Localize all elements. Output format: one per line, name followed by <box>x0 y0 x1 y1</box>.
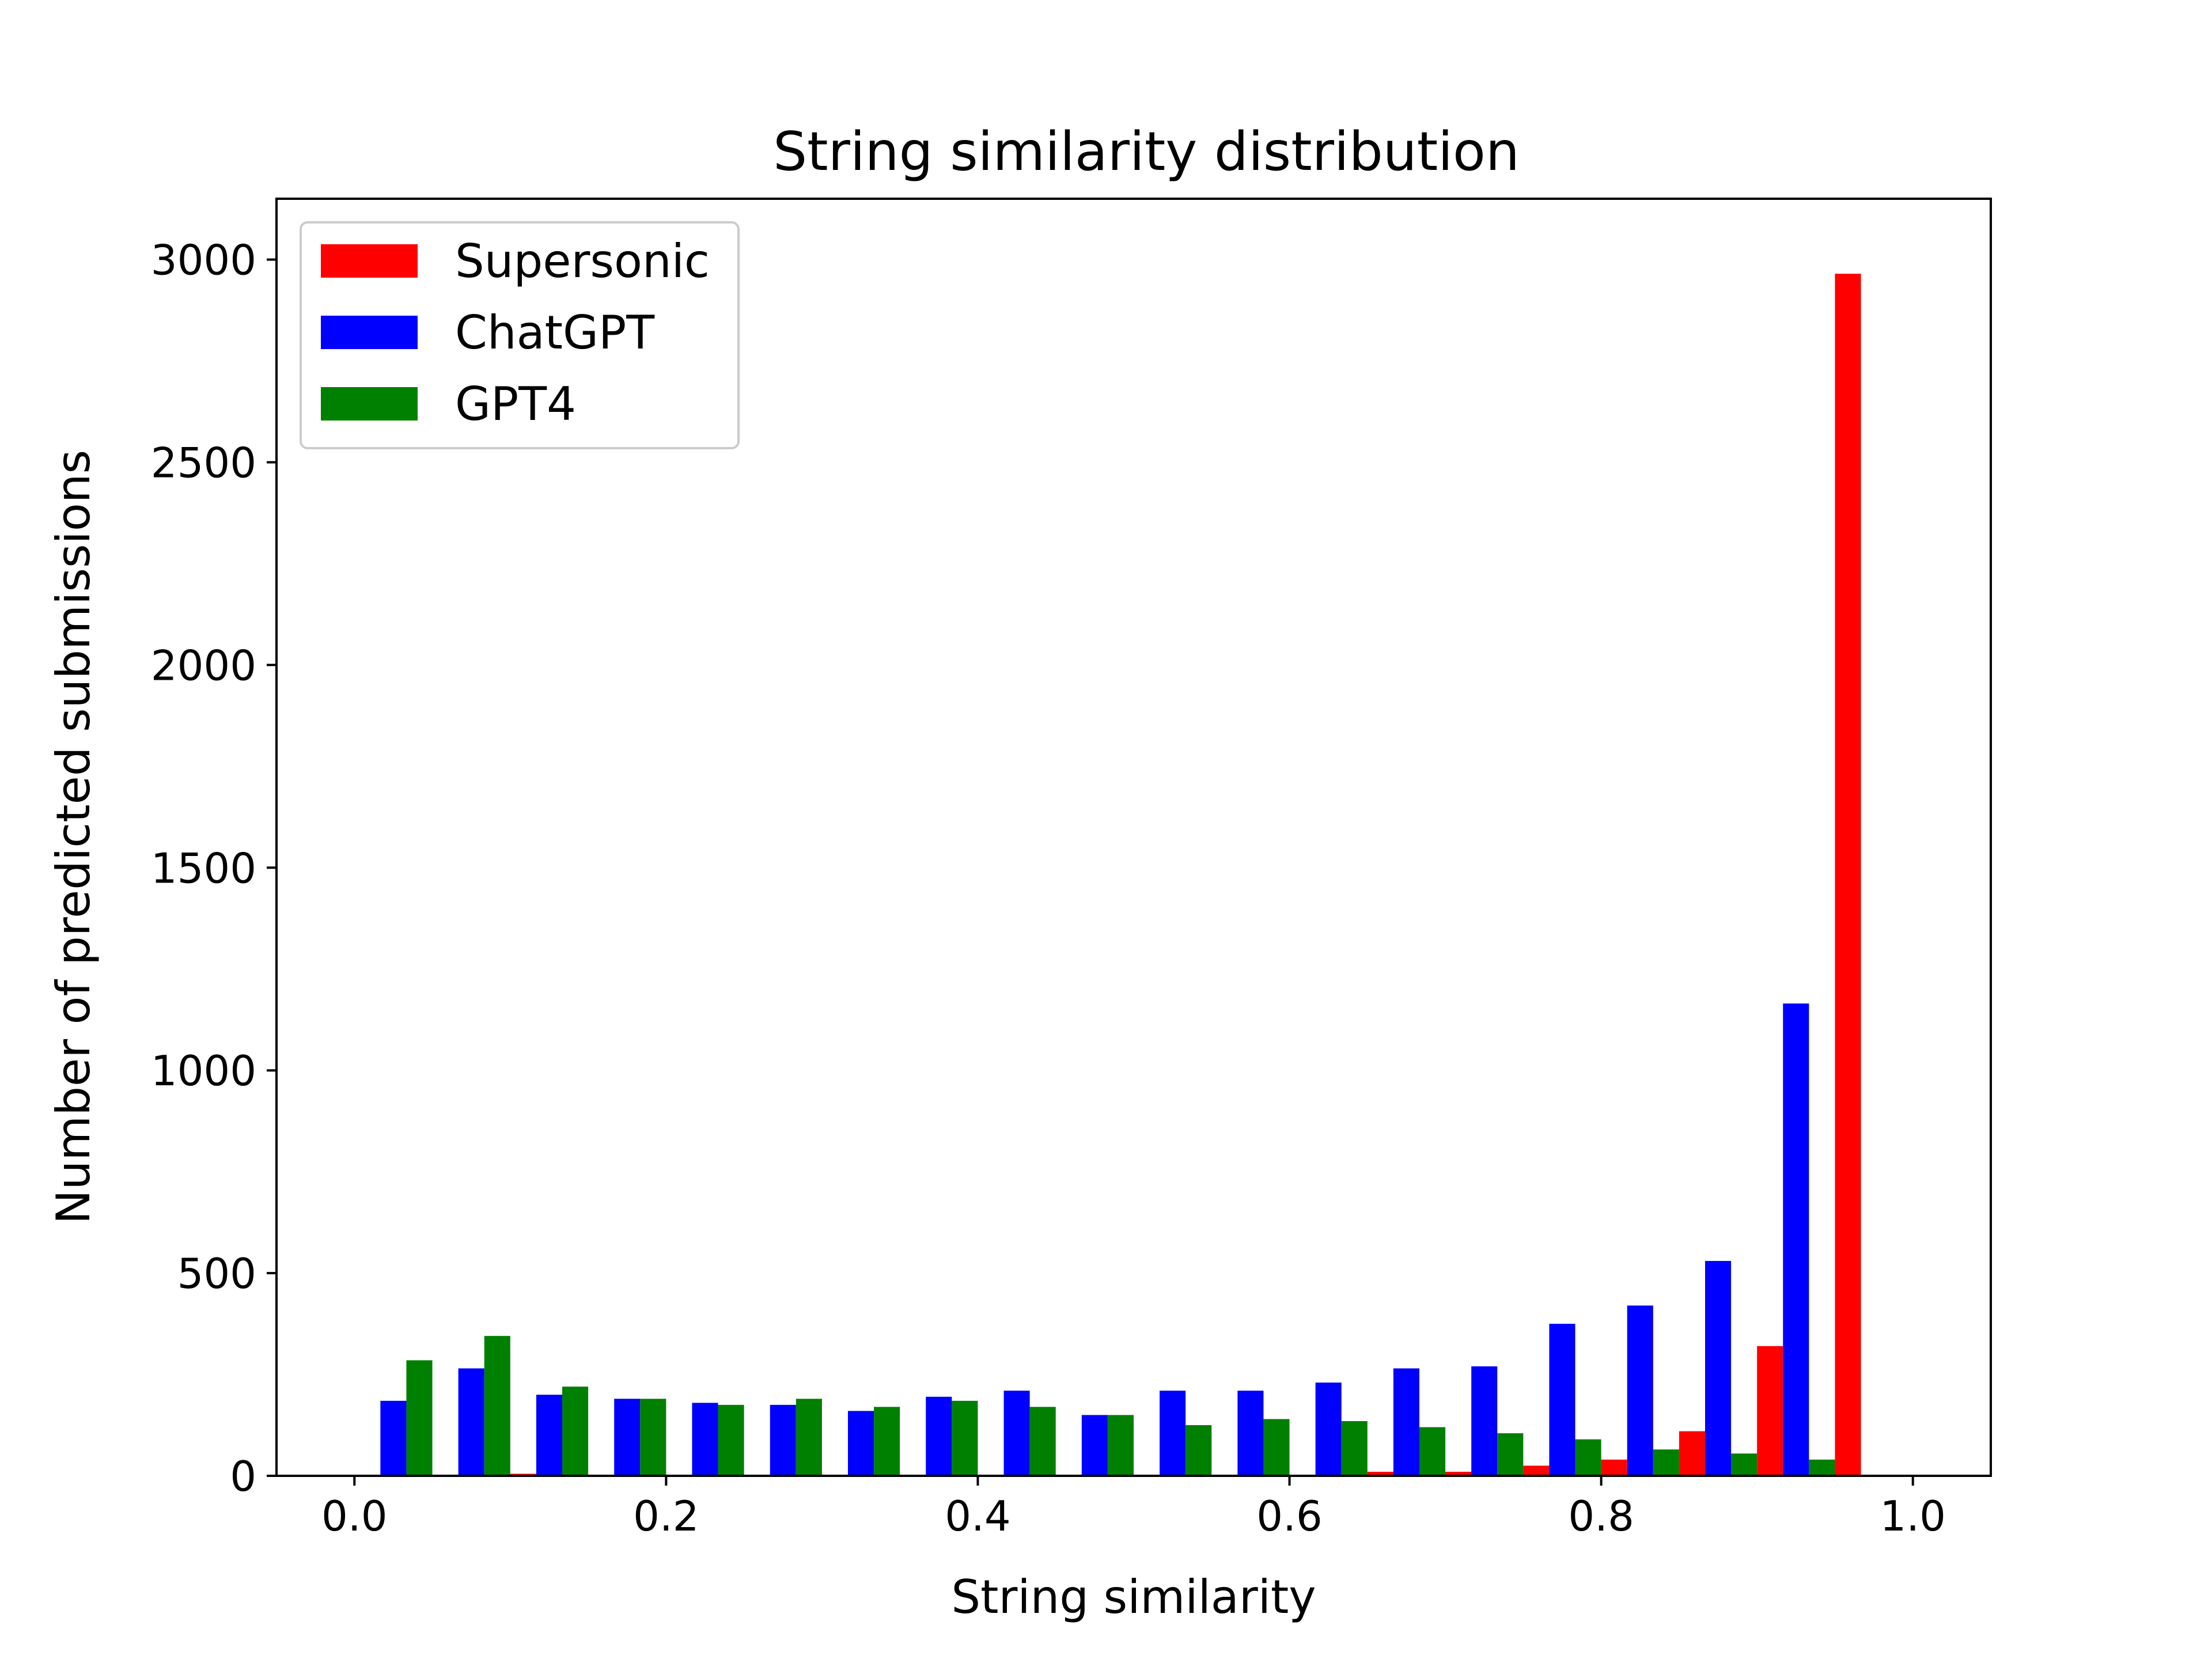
bar-chatgpt-12 <box>1315 1382 1342 1476</box>
x-axis-label: String similarity <box>951 1570 1316 1624</box>
bar-gpt4-8 <box>1029 1407 1056 1476</box>
bar-gpt4-6 <box>874 1407 900 1476</box>
bar-gpt4-0 <box>406 1360 433 1476</box>
bar-supersonic-14 <box>1445 1471 1472 1476</box>
bar-chatgpt-16 <box>1627 1305 1653 1476</box>
chart-title: String similarity distribution <box>773 120 1520 183</box>
y-tick-label: 2500 <box>151 438 256 487</box>
plot-frame <box>275 198 1992 1477</box>
bar-supersonic-18 <box>1757 1346 1783 1476</box>
bar-chatgpt-9 <box>1081 1415 1108 1476</box>
bar-supersonic-16 <box>1601 1459 1627 1476</box>
x-tick-label: 0.0 <box>321 1492 388 1540</box>
bar-chatgpt-6 <box>848 1411 874 1476</box>
y-tick-label: 1000 <box>151 1047 256 1095</box>
bar-gpt4-5 <box>796 1399 822 1476</box>
bar-chatgpt-11 <box>1237 1391 1264 1476</box>
y-tick-label: 0 <box>230 1452 256 1501</box>
bar-chatgpt-10 <box>1160 1391 1186 1476</box>
bar-gpt4-2 <box>562 1387 589 1476</box>
legend-label-chatgpt: ChatGPT <box>455 306 655 359</box>
bar-chatgpt-4 <box>692 1403 718 1476</box>
bar-chatgpt-17 <box>1705 1260 1732 1476</box>
bar-gpt4-7 <box>952 1400 978 1476</box>
bar-chatgpt-2 <box>536 1395 562 1476</box>
bar-gpt4-3 <box>640 1399 666 1476</box>
bar-gpt4-15 <box>1575 1439 1601 1476</box>
bar-gpt4-10 <box>1185 1425 1212 1476</box>
x-axis: 0.0 0.2 0.4 0.6 0.8 1.0 <box>321 1476 1946 1540</box>
bar-gpt4-1 <box>484 1336 510 1476</box>
x-tick-label: 0.4 <box>945 1492 1011 1540</box>
bar-gpt4-17 <box>1731 1453 1758 1476</box>
y-tick-label: 3000 <box>151 236 256 285</box>
bar-gpt4-18 <box>1809 1459 1835 1476</box>
x-tick-label: 0.8 <box>1568 1492 1634 1540</box>
y-axis: 0 500 1000 1500 2000 2500 3000 <box>151 236 276 1501</box>
legend: Supersonic ChatGPT GPT4 <box>300 221 740 449</box>
bar-chatgpt-14 <box>1471 1366 1498 1476</box>
bar-supersonic-13 <box>1367 1471 1393 1476</box>
bar-supersonic-19 <box>1835 274 1861 1476</box>
x-tick-label: 0.2 <box>633 1492 699 1540</box>
legend-swatch-chatgpt <box>321 316 418 349</box>
bar-gpt4-16 <box>1653 1449 1679 1476</box>
bar-chatgpt-13 <box>1393 1368 1419 1476</box>
bar-gpt4-12 <box>1341 1421 1368 1476</box>
legend-swatch-gpt4 <box>321 387 418 421</box>
bar-chatgpt-8 <box>1003 1391 1030 1476</box>
legend-label-supersonic: Supersonic <box>455 234 710 288</box>
bar-chatgpt-5 <box>770 1404 796 1476</box>
bar-supersonic-17 <box>1679 1431 1705 1476</box>
bar-chatgpt-3 <box>614 1399 641 1476</box>
y-tick-label: 2000 <box>151 641 256 690</box>
bars-group <box>380 274 1861 1476</box>
legend-label-gpt4: GPT4 <box>455 377 576 431</box>
legend-swatch-supersonic <box>321 244 418 278</box>
bar-supersonic-15 <box>1523 1465 1550 1476</box>
bar-gpt4-4 <box>718 1404 744 1476</box>
bar-gpt4-14 <box>1497 1433 1524 1476</box>
bar-chatgpt-18 <box>1783 1003 1809 1476</box>
bar-gpt4-9 <box>1107 1415 1134 1476</box>
y-tick-label: 500 <box>177 1249 256 1298</box>
x-tick-label: 0.6 <box>1256 1492 1323 1540</box>
bar-chatgpt-7 <box>926 1396 952 1476</box>
y-axis-label: Number of predicted submissions <box>47 450 100 1225</box>
bar-gpt4-11 <box>1263 1419 1290 1476</box>
bar-chatgpt-15 <box>1549 1324 1575 1476</box>
bar-chatgpt-1 <box>458 1368 484 1476</box>
x-tick-label: 1.0 <box>1880 1492 1946 1540</box>
bar-gpt4-13 <box>1419 1427 1446 1476</box>
bar-chatgpt-0 <box>380 1400 407 1476</box>
y-tick-label: 1500 <box>151 844 256 892</box>
